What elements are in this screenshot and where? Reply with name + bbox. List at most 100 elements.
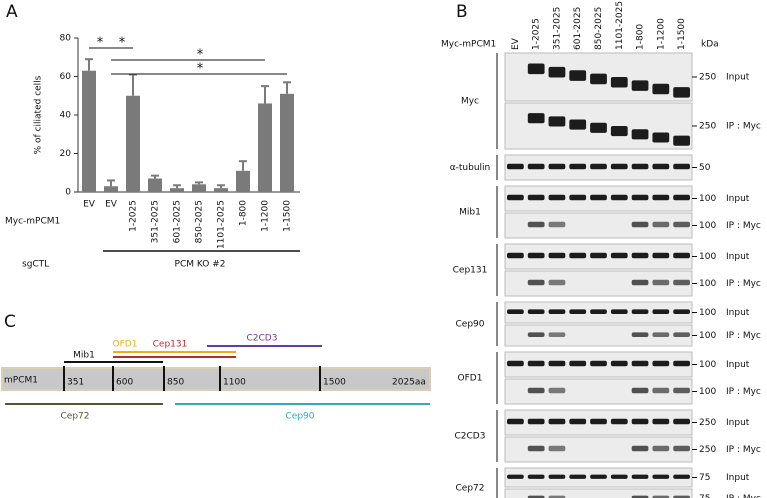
blot-band <box>590 194 607 201</box>
position-label: 1100 <box>223 378 246 388</box>
blot-band <box>590 474 607 479</box>
sample-label: Input <box>726 473 750 483</box>
blot-band <box>610 194 628 201</box>
blot-band <box>507 194 524 201</box>
blot-band <box>548 495 566 498</box>
blot-band <box>548 360 566 367</box>
row-label: Myc-mPCM1 <box>5 217 60 227</box>
position-label: 600 <box>116 378 133 388</box>
blot-band <box>610 252 628 259</box>
sample-label: IP : Myc <box>726 494 761 498</box>
lane-label: 1101-2025 <box>615 1 625 50</box>
x-tick-label: EV <box>83 200 96 210</box>
blot-band <box>631 279 649 286</box>
blot-band <box>527 194 545 201</box>
bar <box>258 103 272 192</box>
blot-band <box>569 194 587 201</box>
protein-name: mPCM1 <box>4 376 38 386</box>
position-label: 1500 <box>323 378 346 388</box>
blot-band <box>507 163 524 170</box>
panel-label: C <box>4 312 16 332</box>
protein-bar <box>1 367 431 391</box>
x-tick-label: 1-1200 <box>261 200 271 232</box>
blot-strip <box>504 488 693 498</box>
significance-star: * <box>97 36 104 51</box>
blot-band <box>631 445 649 452</box>
blot-band <box>631 221 649 228</box>
blot-band <box>610 474 628 479</box>
x-tick-label: 601-2025 <box>173 200 183 243</box>
blot-band <box>652 163 670 170</box>
bar <box>236 170 250 192</box>
sample-label: IP : Myc <box>726 279 761 289</box>
y-tick-label: 20 <box>60 149 72 159</box>
blot-band <box>527 63 545 75</box>
blot-band <box>631 129 649 140</box>
blot-band <box>631 163 649 170</box>
protein-label: Myc <box>461 97 479 107</box>
blot-band <box>527 495 545 498</box>
blot-band <box>673 194 690 201</box>
row-label: Myc-mPCM1 <box>441 40 496 50</box>
blot-band <box>548 194 566 201</box>
blot-band <box>673 445 690 452</box>
blot-band <box>652 309 670 314</box>
panel-label: B <box>456 2 468 22</box>
marker-label: 75 <box>699 473 710 483</box>
blot-band <box>569 163 587 170</box>
lane-label: 1-1200 <box>656 18 666 50</box>
blot-band <box>631 309 649 314</box>
x-tick-label: 1101-2025 <box>217 200 227 249</box>
y-tick-label: 0 <box>65 188 71 198</box>
marker-label: 50 <box>699 163 711 173</box>
blot-band <box>527 309 545 314</box>
blot-band <box>527 474 545 479</box>
sample-label: Input <box>726 308 750 318</box>
marker-label: 100 <box>699 308 716 318</box>
blot-band <box>548 116 566 127</box>
blot-band <box>527 221 545 228</box>
protein-label: OFD1 <box>458 374 483 384</box>
marker-label: 100 <box>699 279 716 289</box>
marker-label: 250 <box>699 122 716 132</box>
blot-band <box>652 360 670 367</box>
blot-band <box>548 221 566 228</box>
blot-band <box>652 445 670 452</box>
blot-band <box>631 194 649 201</box>
panel-label: A <box>6 2 18 22</box>
blot-band <box>673 221 690 228</box>
blot-band <box>548 332 566 337</box>
blot-band <box>652 387 670 394</box>
blot-band <box>590 122 607 133</box>
protein-label: α-tubulin <box>450 163 491 173</box>
sample-label: Input <box>726 194 750 204</box>
protein-label: Mib1 <box>459 208 481 218</box>
blot-band <box>507 418 524 425</box>
sample-label: Input <box>726 418 750 428</box>
blot-band <box>673 332 690 337</box>
marker-label: 100 <box>699 360 716 370</box>
lane-label: 1-2025 <box>532 18 542 50</box>
marker-label: 100 <box>699 331 716 341</box>
protein-label: C2CD3 <box>455 432 486 442</box>
blot-band <box>507 360 524 367</box>
blot-band <box>548 387 566 394</box>
blot-band <box>590 252 607 259</box>
blot-band <box>527 387 545 394</box>
blot-band <box>548 474 566 479</box>
blot-band <box>610 418 628 425</box>
blot-band <box>631 360 649 367</box>
lane-label: EV <box>511 37 521 50</box>
blot-band <box>527 418 545 425</box>
blot-band <box>569 309 587 314</box>
blot-band <box>673 360 690 367</box>
blot-band <box>548 445 566 452</box>
blot-band <box>652 221 670 228</box>
blot-band <box>652 474 670 479</box>
blot-band <box>631 387 649 394</box>
blot-band <box>631 252 649 259</box>
blot-band <box>652 332 670 337</box>
blot-band <box>652 495 670 498</box>
binder-label: Cep131 <box>153 340 188 350</box>
binder-label: C2CD3 <box>247 334 278 344</box>
